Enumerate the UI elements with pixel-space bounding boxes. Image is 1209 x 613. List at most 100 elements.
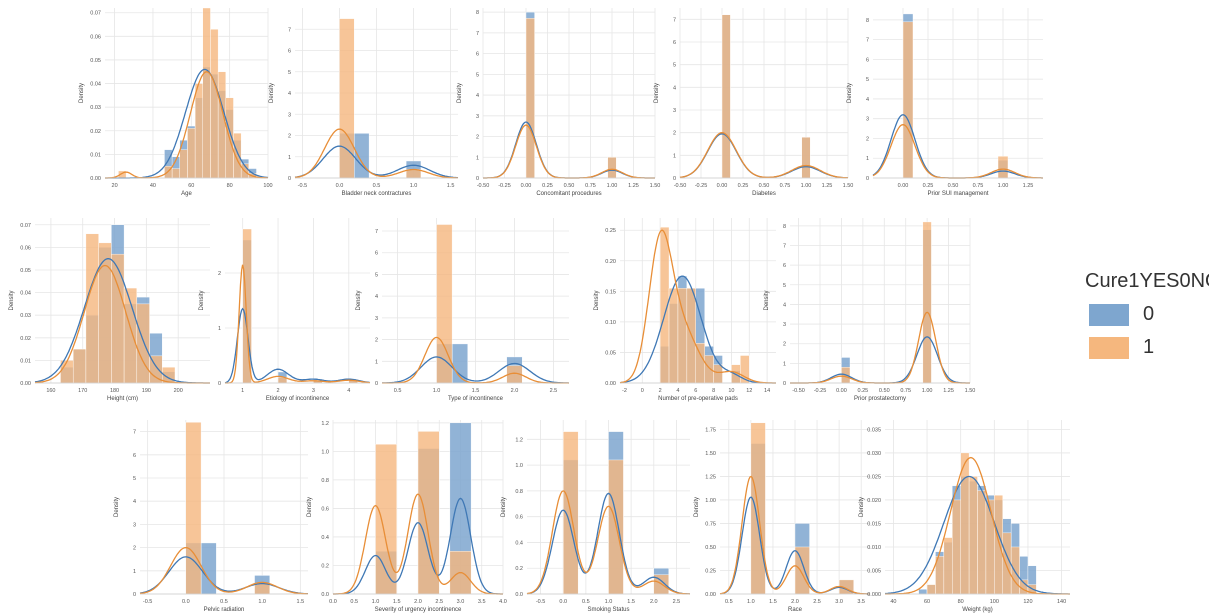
y-tick-label: 0.03 bbox=[90, 105, 101, 111]
subplot-2: -0.5 0.0 0.5 1.0 1.5 0 1 2 3 4 5 6 7 Bladder neck con… bbox=[269, 8, 459, 197]
x-tick-label: 1.0 bbox=[258, 599, 266, 605]
bar-series-1-7 bbox=[977, 490, 987, 595]
x-tick-label: -0.25 bbox=[498, 183, 511, 189]
kde-line-series-1 bbox=[885, 456, 1070, 595]
y-tick-label: 4 bbox=[476, 93, 479, 99]
y-tick-label: 1 bbox=[288, 155, 291, 161]
y-tick-label: 0.8 bbox=[515, 489, 523, 495]
y-axis-label: Density bbox=[79, 83, 85, 103]
x-tick-label: 180 bbox=[110, 388, 119, 394]
bar-series-1-3 bbox=[943, 537, 953, 595]
x-tick-label: 140 bbox=[1057, 599, 1066, 605]
y-tick-label: 1 bbox=[476, 155, 479, 161]
x-tick-label: 2.0 bbox=[414, 599, 422, 605]
y-tick-label: 3 bbox=[476, 114, 479, 120]
kde-line-series-0 bbox=[526, 492, 690, 595]
y-axis-label: Density bbox=[764, 290, 770, 310]
y-tick-label: 6 bbox=[783, 263, 786, 269]
y-tick-label: 3 bbox=[133, 522, 136, 528]
subplot-11: -0.5 0.0 0.5 1.0 1.5 0 1 2 3 4 5 6 7 Pelvic radiation… bbox=[114, 420, 309, 613]
kde-line-series-0 bbox=[294, 145, 459, 179]
kde-line-series-1 bbox=[679, 132, 848, 179]
kde-line-series-1 bbox=[139, 546, 309, 595]
y-tick-label: 7 bbox=[673, 17, 676, 23]
y-tick-label: 1 bbox=[866, 156, 869, 162]
kde-line-series-1 bbox=[719, 475, 870, 595]
y-tick-label: 6 bbox=[288, 49, 291, 55]
y-tick-label: 0.15 bbox=[605, 289, 616, 295]
y-tick-label: 0.00 bbox=[605, 381, 616, 387]
y-tick-label: 0.0 bbox=[515, 592, 523, 598]
y-tick-label: 8 bbox=[866, 18, 869, 24]
y-tick-label: 5 bbox=[288, 70, 291, 76]
bar-series-1-1 bbox=[997, 156, 1009, 179]
x-tick-label: 0.50 bbox=[879, 388, 890, 394]
y-tick-label: 0.25 bbox=[705, 568, 716, 574]
x-tick-label: 0.75 bbox=[900, 388, 911, 394]
x-tick-label: 1.5 bbox=[769, 599, 777, 605]
legend: Cure1YES0NO 0 1 bbox=[1085, 270, 1209, 359]
bar-series-0-0 bbox=[918, 589, 928, 595]
y-tick-label: 0.01 bbox=[20, 358, 31, 364]
x-tick-label: 1 bbox=[241, 388, 244, 394]
kde-line-series-0 bbox=[872, 114, 1043, 179]
bar-series-1-2 bbox=[85, 233, 99, 384]
y-tick-label: 0 bbox=[133, 592, 136, 598]
y-tick-label: 7 bbox=[866, 38, 869, 44]
bar-series-1-1 bbox=[801, 136, 811, 179]
bar-series-1-11 bbox=[210, 29, 219, 179]
bar-series-1-2 bbox=[677, 288, 688, 384]
y-tick-label: 6 bbox=[866, 57, 869, 63]
y-tick-label: 0.02 bbox=[20, 336, 31, 342]
x-axis-label: Race bbox=[788, 607, 803, 613]
x-tick-label: 8 bbox=[712, 388, 715, 394]
x-tick-label: 2.5 bbox=[550, 388, 558, 394]
legend-label-0: 0 bbox=[1143, 303, 1155, 325]
x-tick-label: 0.00 bbox=[717, 183, 728, 189]
x-tick-label: 100 bbox=[263, 183, 272, 189]
x-tick-label: 0.5 bbox=[373, 183, 381, 189]
bar-series-1-2 bbox=[405, 169, 422, 179]
x-tick-label: 80 bbox=[958, 599, 964, 605]
x-tick-label: 0.25 bbox=[857, 388, 868, 394]
subplot-13: -0.5 0.0 0.5 1.0 1.5 2.0 2.5 0.0 0.2 0.4 0.6 0.8 1.0… bbox=[501, 420, 691, 613]
y-axis-label: Density bbox=[694, 497, 700, 517]
x-tick-label: -0.50 bbox=[674, 183, 687, 189]
y-tick-label: 6 bbox=[133, 453, 136, 459]
bar-series-1-1 bbox=[794, 546, 810, 595]
x-tick-label: 3.0 bbox=[457, 599, 465, 605]
x-tick-label: 0.75 bbox=[780, 183, 791, 189]
y-tick-label: 4 bbox=[783, 302, 786, 308]
x-tick-label: -0.5 bbox=[536, 599, 545, 605]
x-tick-label: 0.00 bbox=[898, 183, 909, 189]
bar-series-1-8 bbox=[985, 499, 995, 595]
y-tick-label: 4 bbox=[288, 91, 291, 97]
legend-item-1: 1 bbox=[1089, 336, 1205, 359]
y-tick-label: 0.01 bbox=[90, 152, 101, 158]
y-tick-label: 4 bbox=[375, 294, 378, 300]
bar-series-1-9 bbox=[994, 495, 1003, 595]
x-tick-label: 1.0 bbox=[372, 599, 380, 605]
y-tick-label: 0.10 bbox=[605, 320, 616, 326]
bar-series-1-0 bbox=[721, 14, 731, 179]
x-tick-label: 0.0 bbox=[329, 599, 337, 605]
y-tick-label: 7 bbox=[375, 229, 378, 235]
y-tick-label: 2 bbox=[288, 134, 291, 140]
y-tick-label: 7 bbox=[133, 430, 136, 436]
y-tick-label: 0 bbox=[476, 176, 479, 182]
x-tick-label: 0.5 bbox=[725, 599, 733, 605]
y-tick-label: 0.0 bbox=[321, 592, 329, 598]
kde-line-series-0 bbox=[34, 258, 210, 384]
y-tick-label: 0.2 bbox=[515, 566, 523, 572]
y-tick-label: 0.4 bbox=[515, 540, 523, 546]
x-tick-label: 4 bbox=[676, 388, 679, 394]
y-tick-label: 0.8 bbox=[321, 478, 329, 484]
y-tick-label: 2 bbox=[673, 131, 676, 137]
y-tick-label: 0.00 bbox=[90, 176, 101, 182]
y-tick-label: 0.2 bbox=[321, 563, 329, 569]
y-axis-label: Density bbox=[307, 497, 313, 517]
y-tick-label: 0 bbox=[673, 176, 676, 182]
x-tick-label: 1.0 bbox=[433, 388, 441, 394]
bar-series-1-2 bbox=[254, 583, 271, 595]
bar-series-1-1 bbox=[72, 348, 87, 384]
